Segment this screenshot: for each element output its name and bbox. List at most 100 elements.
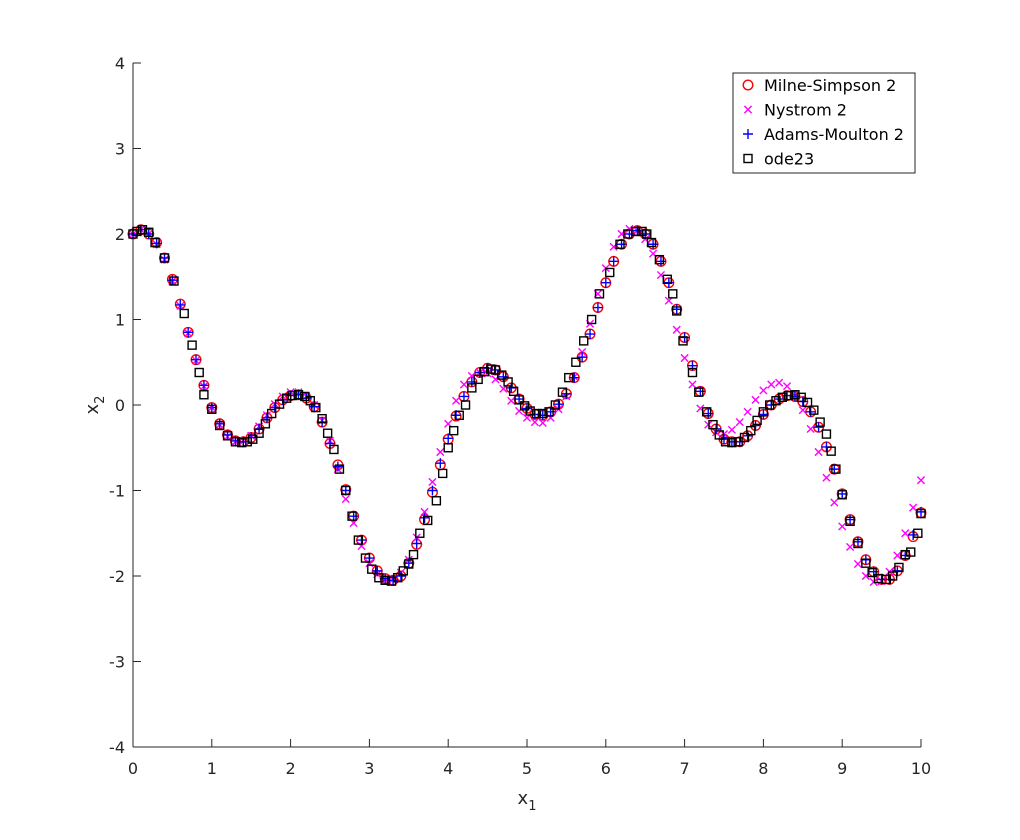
x-tick-label: 0 — [128, 759, 138, 778]
data-point-plus — [466, 376, 477, 387]
data-point-x — [830, 498, 839, 507]
data-point-square — [519, 401, 530, 411]
legend-entry-label: Adams-Moulton 2 — [764, 125, 904, 144]
data-point-square — [906, 547, 916, 557]
legend-marker-x — [743, 105, 753, 114]
data-point-square — [393, 573, 403, 583]
data-point-square — [341, 485, 351, 496]
data-point-square — [329, 444, 339, 455]
data-point-square — [514, 395, 524, 405]
data-point-square — [408, 549, 419, 560]
data-point-square — [837, 490, 847, 500]
data-point-square — [887, 571, 898, 581]
data-point-square — [467, 383, 477, 393]
legend-marker-plus — [743, 129, 753, 139]
legend-entry-label: ode23 — [764, 150, 814, 169]
data-point-square — [508, 386, 519, 397]
data-point-plus — [750, 420, 761, 431]
data-point-square — [916, 508, 926, 519]
data-point-x — [680, 353, 689, 363]
data-point-square — [701, 407, 712, 417]
data-point-square — [571, 357, 581, 367]
data-point-square — [194, 367, 204, 378]
data-point-x — [909, 503, 918, 512]
data-point-x — [719, 429, 729, 439]
data-point-square — [260, 419, 271, 429]
x-tick-label: 3 — [364, 759, 374, 778]
x-tick-label: 2 — [286, 759, 296, 778]
y-tick-label: 4 — [115, 54, 125, 73]
data-point-square — [662, 274, 672, 285]
data-point-square — [594, 289, 605, 299]
data-point-square — [490, 365, 501, 375]
data-point-square — [831, 464, 841, 474]
data-point-square — [266, 408, 277, 419]
data-point-plus — [498, 371, 509, 382]
data-point-x — [578, 347, 587, 357]
data-point-square — [605, 267, 615, 278]
y-tick-label: -4 — [109, 738, 125, 757]
data-point-square — [443, 443, 453, 453]
data-point-square — [137, 225, 148, 235]
x-tick-label: 7 — [680, 759, 690, 778]
data-point-square — [367, 564, 377, 574]
data-point-plus — [411, 538, 422, 549]
x-tick-label: 4 — [443, 759, 453, 778]
data-point-square — [222, 431, 233, 441]
data-point-square — [802, 397, 813, 408]
data-point-square — [615, 239, 625, 249]
data-point-square — [525, 406, 535, 416]
data-point-x — [688, 380, 697, 389]
data-point-square — [497, 370, 507, 380]
data-point-plus — [813, 422, 824, 433]
data-point-square — [431, 496, 442, 506]
data-point-square — [479, 366, 490, 377]
data-point-x — [538, 418, 547, 428]
data-point-square — [254, 428, 264, 438]
data-point-x — [853, 559, 863, 569]
data-point-plus — [395, 571, 406, 581]
data-point-x — [515, 406, 524, 416]
x-axis-label-base: x — [518, 788, 529, 809]
x-tick-label: 5 — [522, 759, 532, 778]
y-axis-label-subscript: 2 — [93, 396, 108, 404]
data-point-x — [767, 380, 776, 389]
legend-marker-circle — [742, 79, 754, 91]
data-point-square — [783, 390, 794, 401]
x-tick-label: 9 — [837, 759, 847, 778]
data-point-plus — [703, 408, 714, 419]
data-point-x — [893, 551, 902, 560]
legend-box — [732, 72, 916, 174]
data-point-square — [654, 254, 665, 265]
data-point-x — [775, 378, 784, 387]
data-point-x — [798, 406, 807, 415]
data-point-square — [586, 314, 597, 325]
data-point-square — [144, 227, 154, 237]
data-point-plus — [742, 430, 753, 441]
legend-marker-square — [743, 153, 753, 164]
data-point-plus — [577, 352, 588, 363]
data-point-square — [708, 419, 718, 430]
legend-entry-label: Milne-Simpson 2 — [764, 76, 896, 95]
data-point-square — [752, 415, 762, 426]
data-point-plus — [332, 461, 343, 472]
data-point-square — [746, 425, 756, 436]
data-point-square — [790, 390, 800, 400]
y-tick-label: -2 — [109, 567, 125, 586]
data-point-plus — [805, 406, 816, 417]
data-point-square — [815, 417, 825, 427]
data-point-square — [687, 367, 698, 378]
data-point-square — [237, 437, 247, 448]
y-tick-label: -1 — [109, 482, 125, 501]
data-point-square — [894, 562, 904, 573]
data-point-square — [538, 408, 548, 419]
data-point-plus — [191, 354, 202, 365]
data-point-square — [727, 437, 737, 448]
data-point-square — [353, 535, 364, 545]
data-point-square — [305, 396, 315, 406]
data-point-square — [809, 405, 819, 415]
data-point-square — [694, 387, 704, 397]
data-point-plus — [569, 372, 580, 383]
data-point-square — [230, 437, 241, 447]
data-point-square — [777, 392, 788, 403]
